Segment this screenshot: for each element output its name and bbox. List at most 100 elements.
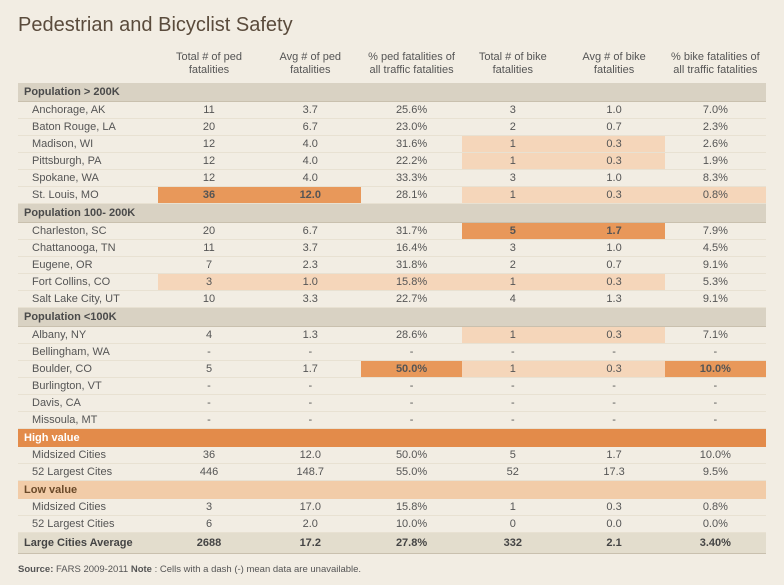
cell: 7 [158, 257, 259, 274]
city-name: 52 Largest Cities [18, 516, 158, 533]
cell: 10.0% [361, 516, 462, 533]
cell: 5.3% [665, 274, 766, 291]
cell: 3.40% [665, 533, 766, 554]
cell: 0.3 [563, 136, 664, 153]
table-row: Eugene, OR72.331.8%20.79.1% [18, 257, 766, 274]
cell: 4 [158, 327, 259, 344]
cell: 9.5% [665, 464, 766, 481]
cell: 0.0 [563, 516, 664, 533]
cell: - [260, 378, 361, 395]
section-header: Population > 200K [18, 83, 766, 102]
col-3: Total # of bike fatalities [462, 49, 563, 83]
cell: 6.7 [260, 119, 361, 136]
cell: 27.8% [361, 533, 462, 554]
cell: 4.0 [260, 153, 361, 170]
table-row: St. Louis, MO3612.028.1%10.30.8% [18, 187, 766, 204]
table-row: Boulder, CO51.750.0%10.310.0% [18, 361, 766, 378]
table-row: Pittsburgh, PA124.022.2%10.31.9% [18, 153, 766, 170]
cell: - [158, 412, 259, 429]
cell: 6.7 [260, 223, 361, 240]
cell: 22.7% [361, 291, 462, 308]
table-row: Bellingham, WA------ [18, 344, 766, 361]
cell: 31.6% [361, 136, 462, 153]
col-1: Avg # of ped fatalities [260, 49, 361, 83]
table-row: Albany, NY41.328.6%10.37.1% [18, 327, 766, 344]
cell: - [665, 395, 766, 412]
cell: - [563, 412, 664, 429]
cell: - [665, 344, 766, 361]
table-row: Salt Lake City, UT103.322.7%41.39.1% [18, 291, 766, 308]
section-label: Population <100K [18, 308, 766, 327]
cell: - [260, 344, 361, 361]
table-row: Charleston, SC206.731.7%51.77.9% [18, 223, 766, 240]
cell: 1 [462, 136, 563, 153]
cell: 0.3 [563, 153, 664, 170]
city-name: Eugene, OR [18, 257, 158, 274]
cell: 0.3 [563, 361, 664, 378]
cell: - [462, 344, 563, 361]
city-name: Anchorage, AK [18, 102, 158, 119]
city-name: Midsized Cities [18, 499, 158, 516]
cell: 1.7 [260, 361, 361, 378]
city-name: Bellingham, WA [18, 344, 158, 361]
cell: 4.0 [260, 170, 361, 187]
cell: - [462, 395, 563, 412]
cell: 0.3 [563, 327, 664, 344]
cell: 5 [462, 447, 563, 464]
cell: 0.3 [563, 274, 664, 291]
section-label: Population 100- 200K [18, 204, 766, 223]
cell: 6 [158, 516, 259, 533]
cell: 25.6% [361, 102, 462, 119]
col-2: % ped fatalities of all traffic fataliti… [361, 49, 462, 83]
cell: 2.1 [563, 533, 664, 554]
city-name: Boulder, CO [18, 361, 158, 378]
city-name: Pittsburgh, PA [18, 153, 158, 170]
city-name: Baton Rouge, LA [18, 119, 158, 136]
section-label: Low value [18, 481, 766, 500]
cell: 0.7 [563, 257, 664, 274]
cell: 36 [158, 447, 259, 464]
cell: 3 [462, 102, 563, 119]
cell: 1.3 [260, 327, 361, 344]
cell: 15.8% [361, 274, 462, 291]
cell: 22.2% [361, 153, 462, 170]
city-name: Burlington, VT [18, 378, 158, 395]
cell: 3.3 [260, 291, 361, 308]
cell: 31.7% [361, 223, 462, 240]
table-row: Large Cities Average268817.227.8%3322.13… [18, 533, 766, 554]
col-5: % bike fatalities of all traffic fatalit… [665, 49, 766, 83]
cell: 3 [158, 274, 259, 291]
cell: 1.0 [563, 170, 664, 187]
section-header: Population 100- 200K [18, 204, 766, 223]
cell: - [158, 378, 259, 395]
cell: - [563, 395, 664, 412]
source-note: Source: FARS 2009-2011 Note : Cells with… [18, 564, 766, 575]
table-row: 52 Largest Cites446148.755.0%5217.39.5% [18, 464, 766, 481]
cell: 50.0% [361, 447, 462, 464]
city-name: Large Cities Average [18, 533, 158, 554]
cell: - [462, 412, 563, 429]
table-row: Anchorage, AK113.725.6%31.07.0% [18, 102, 766, 119]
cell: 2 [462, 119, 563, 136]
cell: 55.0% [361, 464, 462, 481]
table-row: Spokane, WA124.033.3%31.08.3% [18, 170, 766, 187]
cell: - [260, 412, 361, 429]
cell: 31.8% [361, 257, 462, 274]
cell: 0.0% [665, 516, 766, 533]
cell: 1.7 [563, 223, 664, 240]
cell: 10.0% [665, 361, 766, 378]
cell: 12 [158, 153, 259, 170]
city-name: 52 Largest Cites [18, 464, 158, 481]
city-name: Madison, WI [18, 136, 158, 153]
cell: - [158, 344, 259, 361]
table-row: Missoula, MT------ [18, 412, 766, 429]
cell: 2.0 [260, 516, 361, 533]
cell: 20 [158, 223, 259, 240]
cell: - [158, 395, 259, 412]
page-title: Pedestrian and Bicyclist Safety [18, 14, 766, 37]
cell: 16.4% [361, 240, 462, 257]
cell: 1.0 [260, 274, 361, 291]
table-row: Chattanooga, TN113.716.4%31.04.5% [18, 240, 766, 257]
cell: - [462, 378, 563, 395]
city-name: Salt Lake City, UT [18, 291, 158, 308]
